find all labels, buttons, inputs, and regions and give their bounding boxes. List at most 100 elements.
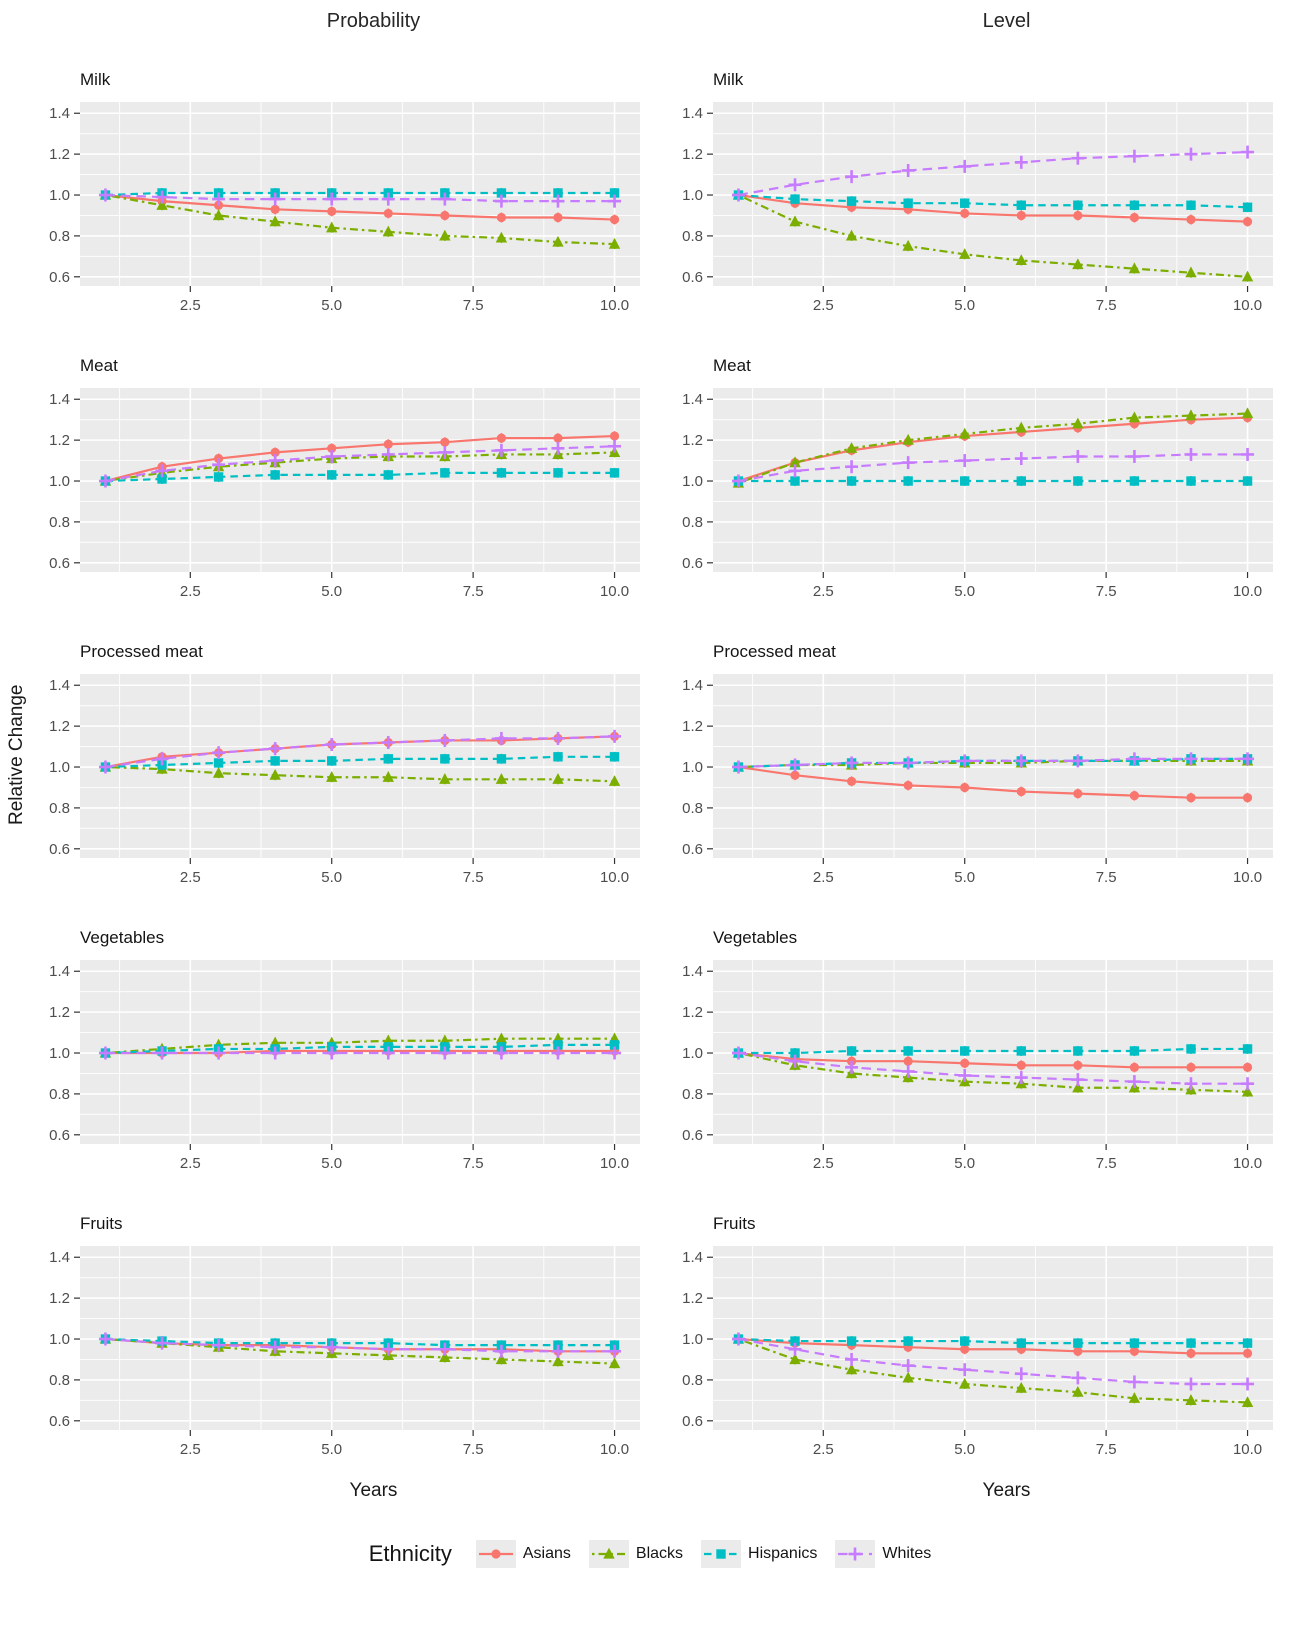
svg-text:1.2: 1.2 (49, 432, 70, 449)
svg-text:5.0: 5.0 (321, 869, 342, 886)
svg-text:2.5: 2.5 (180, 297, 201, 314)
svg-text:0.6: 0.6 (49, 1127, 70, 1144)
svg-text:0.6: 0.6 (49, 1413, 70, 1430)
svg-text:5.0: 5.0 (321, 583, 342, 600)
legend-label: Asians (522, 1545, 571, 1562)
facet-title: Milk (713, 70, 744, 89)
svg-text:1.2: 1.2 (49, 146, 70, 163)
svg-text:1.4: 1.4 (682, 963, 703, 980)
legend-item-blacks: Blacks (588, 1540, 683, 1568)
svg-text:5.0: 5.0 (954, 297, 975, 314)
svg-text:1.0: 1.0 (682, 1045, 703, 1062)
svg-text:0.8: 0.8 (49, 1372, 70, 1389)
svg-text:1.0: 1.0 (49, 759, 70, 776)
legend-label: Hispanics (748, 1545, 818, 1562)
faceted-line-chart-figure: Probability Level Relative Change Milk 0… (0, 10, 1300, 1568)
facet-vegetables-probability: Vegetables 0.6 0.8 1.0 1.2 1.4 2.5 5.0 7.5 10.0 (34, 928, 667, 1184)
svg-text:1.0: 1.0 (49, 1045, 70, 1062)
svg-text:2.5: 2.5 (813, 1155, 834, 1172)
svg-text:0.8: 0.8 (682, 800, 703, 817)
x-axis-title-left: Years (349, 1480, 398, 1501)
legend-sample-whites (838, 1547, 873, 1561)
facet-title: Processed meat (713, 642, 836, 661)
legend-title: Ethnicity (368, 1541, 452, 1566)
svg-text:0.8: 0.8 (682, 514, 703, 531)
facet-title: Milk (80, 70, 111, 89)
svg-text:1.2: 1.2 (682, 718, 703, 735)
svg-text:0.8: 0.8 (49, 800, 70, 817)
svg-text:5.0: 5.0 (954, 583, 975, 600)
x-axis-title-right: Years (982, 1480, 1031, 1501)
svg-text:1.4: 1.4 (49, 963, 70, 980)
svg-text:0.6: 0.6 (682, 841, 703, 858)
svg-text:5.0: 5.0 (321, 1441, 342, 1458)
facet-processed-meat-probability: Processed meat 0.6 0.8 1.0 1.2 1.4 2.5 5.0 7.5 1… (34, 642, 667, 898)
facet-meat-level: Meat 0.6 0.8 1.0 1.2 1.4 2.5 5.0 7.5 10.0 (667, 356, 1300, 612)
svg-text:1.0: 1.0 (49, 187, 70, 204)
svg-text:2.5: 2.5 (813, 583, 834, 600)
svg-text:7.5: 7.5 (463, 869, 484, 886)
svg-text:10.0: 10.0 (1233, 297, 1262, 314)
svg-text:7.5: 7.5 (463, 1441, 484, 1458)
svg-text:0.6: 0.6 (49, 841, 70, 858)
chart-milk-level: 0.6 0.8 1.0 1.2 1.4 2.5 5.0 7.5 10.0 (682, 102, 1273, 314)
legend-sample-asians (478, 1549, 513, 1559)
svg-text:7.5: 7.5 (1096, 583, 1117, 600)
svg-text:2.5: 2.5 (180, 583, 201, 600)
facet-vegetables-level: Vegetables 0.6 0.8 1.0 1.2 1.4 2.5 5.0 7.5 10.0 (667, 928, 1300, 1184)
svg-text:1.4: 1.4 (682, 1249, 703, 1266)
chart-meat-level: 0.6 0.8 1.0 1.2 1.4 2.5 5.0 7.5 10.0 (682, 388, 1273, 600)
chart-processed-meat-probability: 0.6 0.8 1.0 1.2 1.4 2.5 5.0 7.5 10.0 (49, 674, 640, 886)
svg-text:5.0: 5.0 (321, 1155, 342, 1172)
svg-text:1.2: 1.2 (682, 1004, 703, 1021)
svg-text:1.4: 1.4 (682, 391, 703, 408)
chart-meat-probability: 0.6 0.8 1.0 1.2 1.4 2.5 5.0 7.5 10.0 (49, 388, 640, 600)
svg-text:0.6: 0.6 (682, 269, 703, 286)
chart-vegetables-probability: 0.6 0.8 1.0 1.2 1.4 2.5 5.0 7.5 10.0 (49, 960, 640, 1172)
facet-fruits-level: Fruits 0.6 0.8 1.0 1.2 1.4 2.5 5.0 7.5 10.0 (667, 1214, 1300, 1470)
svg-text:7.5: 7.5 (1096, 869, 1117, 886)
column-title-level: Level (982, 10, 1031, 32)
facet-processed-meat-level: Processed meat 0.6 0.8 1.0 1.2 1.4 2.5 5.0 7.5 1… (667, 642, 1300, 898)
svg-text:10.0: 10.0 (600, 583, 629, 600)
legend-key-box (835, 1540, 876, 1568)
svg-text:7.5: 7.5 (463, 297, 484, 314)
svg-text:1.2: 1.2 (682, 1290, 703, 1307)
facet-title: Processed meat (80, 642, 203, 661)
svg-text:1.0: 1.0 (682, 187, 703, 204)
column-title-probability: Probability (326, 10, 421, 32)
svg-text:0.6: 0.6 (682, 1413, 703, 1430)
svg-text:1.2: 1.2 (682, 146, 703, 163)
svg-text:10.0: 10.0 (600, 1441, 629, 1458)
svg-text:1.0: 1.0 (682, 759, 703, 776)
svg-text:5.0: 5.0 (954, 869, 975, 886)
svg-text:1.4: 1.4 (49, 391, 70, 408)
legend-item-whites: Whites (835, 1540, 931, 1568)
facet-title: Meat (713, 356, 751, 375)
svg-text:1.2: 1.2 (49, 1004, 70, 1021)
facet-fruits-probability: Fruits 0.6 0.8 1.0 1.2 1.4 2.5 5.0 7.5 10.0 (34, 1214, 667, 1470)
svg-text:0.8: 0.8 (49, 514, 70, 531)
svg-text:2.5: 2.5 (813, 297, 834, 314)
svg-text:1.4: 1.4 (49, 677, 70, 694)
facet-milk-probability: Milk 0.6 0.8 1.0 1.2 1.4 2.5 5.0 7.5 10.0 (34, 70, 667, 326)
legend-key-box (475, 1540, 516, 1568)
svg-text:0.8: 0.8 (682, 1372, 703, 1389)
svg-text:1.4: 1.4 (682, 105, 703, 122)
svg-text:10.0: 10.0 (1233, 1155, 1262, 1172)
svg-text:2.5: 2.5 (180, 869, 201, 886)
svg-text:0.8: 0.8 (49, 228, 70, 245)
svg-text:1.0: 1.0 (682, 473, 703, 490)
svg-text:0.8: 0.8 (49, 1086, 70, 1103)
legend-item-asians: Asians (475, 1540, 571, 1568)
svg-text:0.8: 0.8 (682, 1086, 703, 1103)
chart-vegetables-level: 0.6 0.8 1.0 1.2 1.4 2.5 5.0 7.5 10.0 (682, 960, 1273, 1172)
legend: Ethnicity Asians Blacks Hispanics Whites (0, 1540, 1300, 1568)
facet-title: Fruits (80, 1214, 123, 1233)
svg-text:1.0: 1.0 (49, 1331, 70, 1348)
svg-text:0.8: 0.8 (682, 228, 703, 245)
svg-text:0.6: 0.6 (49, 269, 70, 286)
facet-title: Vegetables (80, 928, 165, 947)
chart-processed-meat-level: 0.6 0.8 1.0 1.2 1.4 2.5 5.0 7.5 10.0 (682, 674, 1273, 886)
facet-title: Meat (80, 356, 118, 375)
